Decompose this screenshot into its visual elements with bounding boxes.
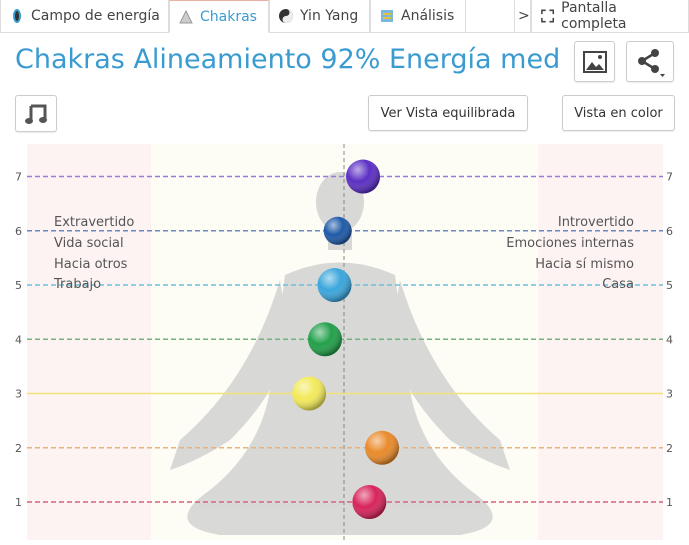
- y-tick-left-4: 4: [15, 333, 22, 346]
- y-tick-left-2: 2: [15, 442, 22, 455]
- y-tick-left-6: 6: [15, 225, 22, 238]
- introvert-band: [538, 144, 663, 540]
- tab-analisis[interactable]: Análisis: [370, 0, 466, 33]
- y-tick-right-2: 2: [666, 442, 673, 455]
- music-note-icon: [25, 104, 47, 124]
- label-emociones-internas: Emociones internas: [506, 236, 634, 251]
- label-extravertido: Extravertido: [54, 215, 134, 230]
- y-tick-left-3: 3: [15, 388, 22, 401]
- chakra-ball-shine-1: [352, 485, 387, 520]
- tab-label: Campo de energía: [31, 8, 160, 24]
- yin-yang-icon: [279, 9, 293, 23]
- left-labels: Extravertido Vida social Hacia otros Tra…: [53, 215, 134, 292]
- tab-bar: Campo de energía Chakras Yin Yang Anális…: [0, 0, 689, 33]
- chakra-ball-shine-7: [346, 159, 381, 194]
- chakra-ball-shine-5: [317, 268, 352, 303]
- image-icon: [582, 50, 607, 73]
- chakra-ball-shine-3: [292, 376, 327, 411]
- y-tick-right-5: 5: [666, 279, 673, 292]
- analysis-icon: [381, 10, 393, 22]
- label-trabajo: Trabajo: [53, 277, 101, 292]
- balanced-view-button[interactable]: Ver Vista equilibrada: [368, 95, 528, 131]
- aura-icon: [13, 9, 21, 23]
- chakra-figure-icon: [179, 9, 193, 23]
- label-introvertido: Introvertido: [558, 215, 634, 230]
- y-tick-left-7: 7: [15, 171, 22, 184]
- y-tick-right-3: 3: [666, 388, 673, 401]
- chakra-ball-shine-2: [365, 430, 400, 465]
- tab-label: Chakras: [200, 8, 257, 25]
- page-title: Chakras Alineamiento 92% Energía med: [15, 44, 561, 75]
- label-hacia-si-mismo: Hacia sí mismo: [535, 257, 634, 272]
- label-vida-social: Vida social: [54, 236, 124, 251]
- fullscreen-icon: [541, 9, 555, 23]
- tab-label: Yin Yang: [300, 8, 359, 24]
- y-tick-right-7: 7: [666, 171, 673, 184]
- y-tick-right-6: 6: [666, 225, 673, 238]
- share-button[interactable]: [626, 41, 674, 82]
- music-button[interactable]: [15, 95, 57, 132]
- chakra-ball-shine-4: [307, 322, 342, 357]
- color-view-button[interactable]: Vista en color: [562, 95, 675, 131]
- tab-chakras[interactable]: Chakras: [169, 0, 269, 33]
- extravert-band: [27, 144, 151, 540]
- tab-yin-yang[interactable]: Yin Yang: [269, 0, 370, 33]
- label-hacia-otros: Hacia otros: [54, 257, 128, 272]
- image-button[interactable]: [574, 41, 615, 82]
- y-tick-left-5: 5: [15, 279, 22, 292]
- y-tick-left-1: 1: [15, 496, 22, 509]
- tab-campo-de-energia[interactable]: Campo de energía: [0, 0, 169, 33]
- tab-label: Análisis: [401, 8, 455, 24]
- y-tick-right-1: 1: [666, 496, 673, 509]
- right-labels: Introvertido Emociones internas Hacia sí…: [506, 215, 634, 292]
- chakra-chart: 1 1 2 2 3 3 4 4 5 5 6 6 7 7 Extravertido Vida social …: [15, 144, 673, 540]
- y-tick-right-4: 4: [666, 333, 673, 346]
- chakra-ball-shine-6: [323, 216, 352, 245]
- more-tabs-button[interactable]: >: [514, 0, 531, 33]
- fullscreen-label: Pantalla completa: [561, 0, 627, 32]
- fullscreen-button[interactable]: Pantalla completa: [531, 0, 689, 33]
- share-icon: [638, 48, 665, 77]
- label-casa: Casa: [602, 277, 634, 292]
